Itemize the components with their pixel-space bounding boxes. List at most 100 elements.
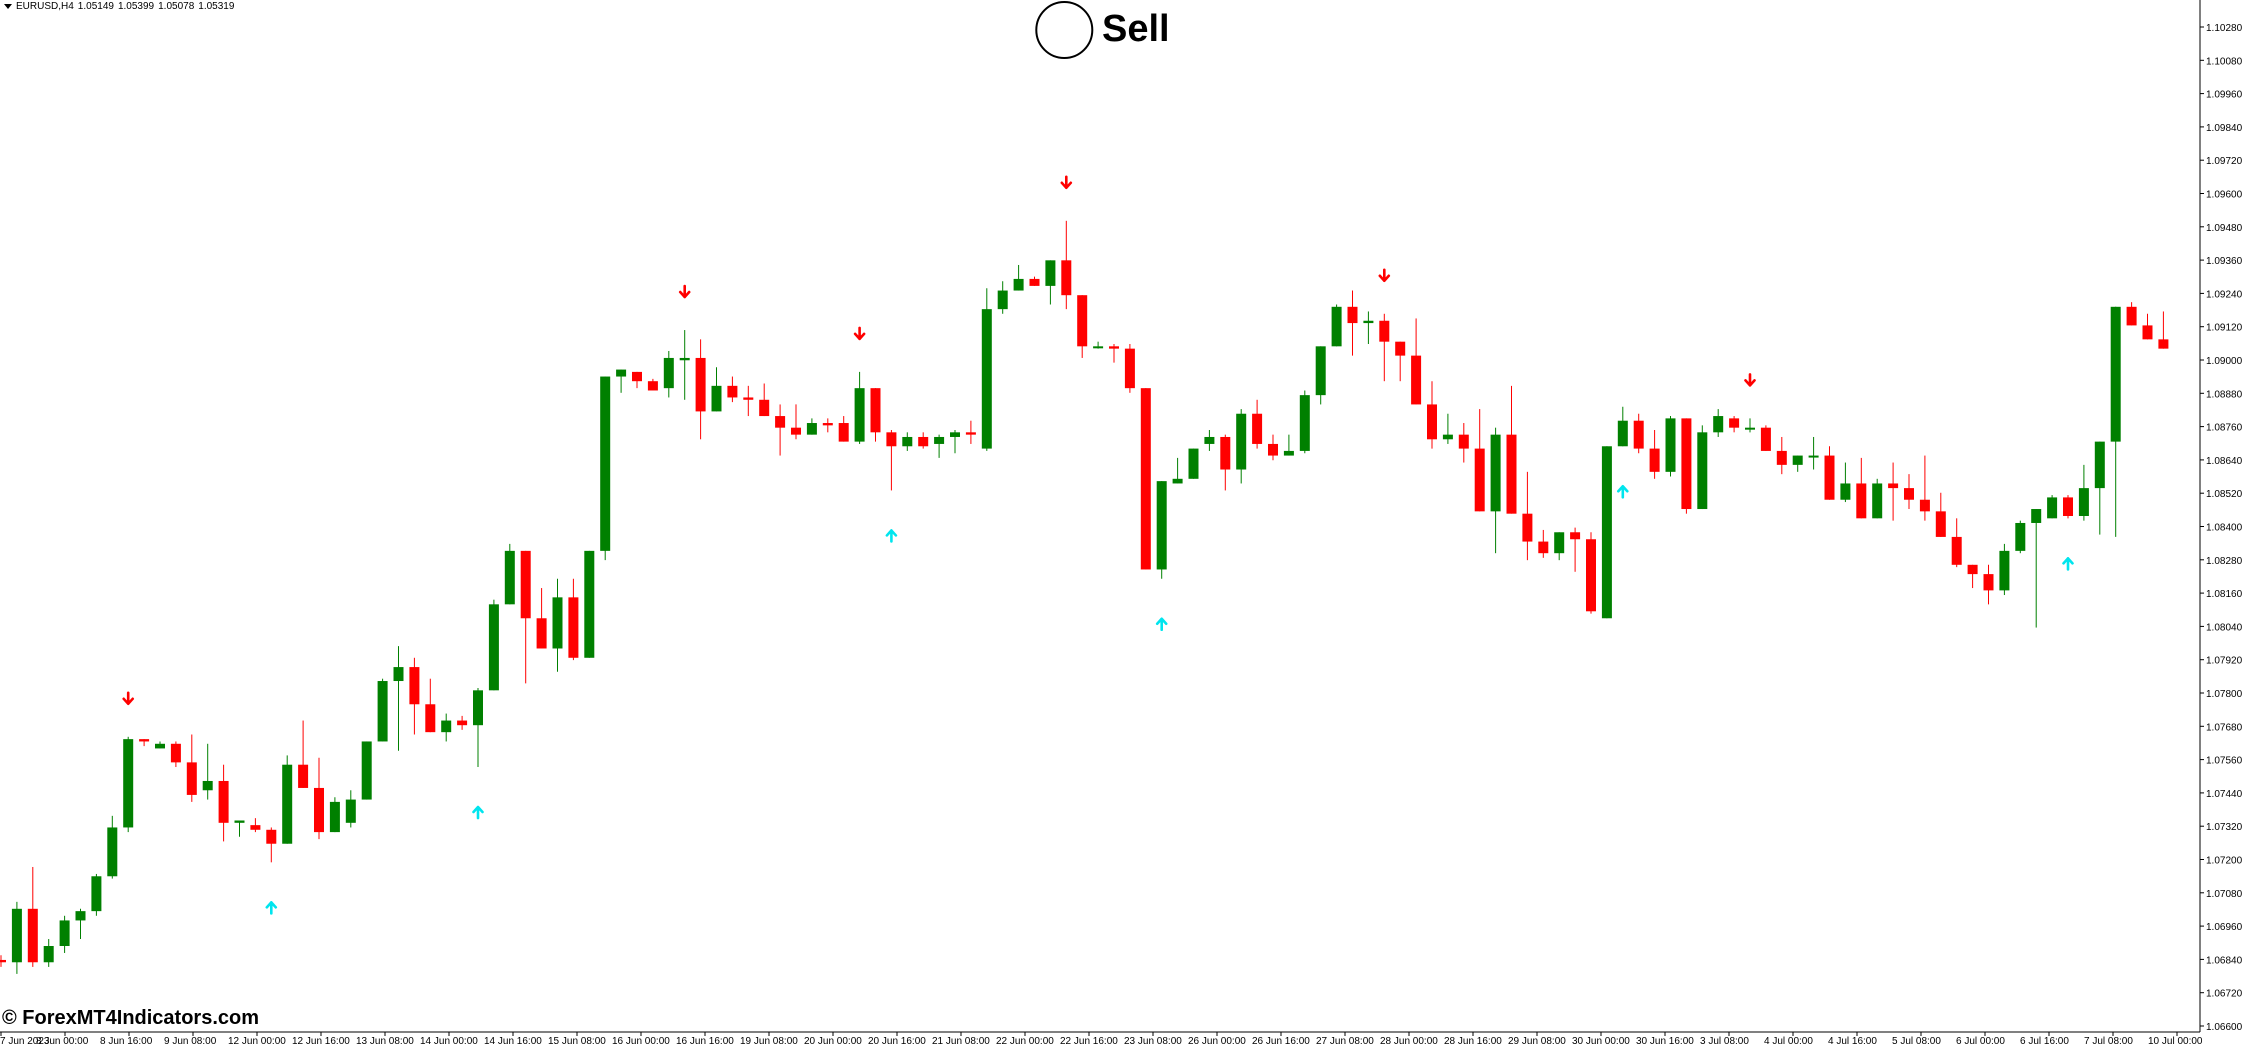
y-tick-label: 1.06600: [2206, 1022, 2243, 1033]
candle: [950, 430, 960, 454]
candle: [584, 550, 595, 658]
candle-body: [377, 681, 388, 742]
candle-body: [1268, 443, 1278, 456]
candle: [1379, 313, 1390, 382]
candle: [1967, 564, 1978, 589]
candle: [314, 757, 324, 840]
candle-body: [0, 959, 6, 963]
candle: [2110, 306, 2121, 537]
candle: [632, 371, 642, 389]
candle-body: [1919, 499, 1930, 512]
candle-body: [139, 739, 150, 742]
candle-body: [91, 876, 102, 912]
candle: [473, 688, 483, 768]
candle-body: [361, 741, 372, 800]
candle: [1856, 457, 1867, 519]
candle: [1999, 543, 2010, 596]
y-tick-label: 1.06960: [2206, 922, 2243, 933]
y-tick-label: 1.09720: [2206, 156, 2243, 167]
candle-body: [282, 764, 293, 844]
candle: [2142, 313, 2153, 340]
sell-arrow-icon: [122, 691, 134, 706]
candle-body: [1601, 446, 1612, 619]
buy-arrow-icon: [2062, 557, 2074, 571]
candle: [918, 432, 929, 449]
y-tick-label: 1.06720: [2206, 989, 2243, 1000]
x-tick-label: 22 Jun 00:00: [996, 1036, 1054, 1046]
candle-body: [1999, 550, 2010, 591]
candle: [1474, 409, 1485, 512]
candle-body: [2094, 441, 2105, 489]
x-tick-label: 20 Jun 16:00: [868, 1036, 926, 1046]
candle: [663, 350, 674, 398]
candle: [902, 432, 913, 451]
y-tick-label: 1.06840: [2206, 955, 2243, 966]
x-tick-label: 23 Jun 08:00: [1124, 1036, 1182, 1046]
candle: [1061, 220, 1072, 310]
candle: [1681, 418, 1692, 514]
candle-body: [791, 427, 801, 435]
candle: [2015, 520, 2026, 554]
candle: [266, 827, 277, 863]
y-tick-label: 1.09840: [2206, 123, 2243, 134]
candle: [1427, 381, 1437, 449]
candle: [441, 713, 452, 742]
candle-body: [1109, 346, 1119, 349]
candle: [1586, 532, 1596, 614]
candle-body: [1983, 574, 1994, 591]
y-tick-label: 1.08400: [2206, 523, 2243, 534]
x-tick-label: 8 Jun 00:00: [36, 1036, 89, 1046]
candle-body: [1697, 432, 1708, 510]
candle: [1713, 409, 1724, 437]
buy-arrow-icon: [265, 901, 278, 915]
candle-body: [568, 597, 579, 658]
watermark: © ForexMT4Indicators.com: [2, 1007, 260, 1029]
y-tick-label: 1.09600: [2206, 190, 2243, 201]
candle: [1951, 518, 1962, 568]
candle-body: [1172, 478, 1183, 484]
candle: [552, 578, 563, 672]
candle-body: [329, 801, 340, 833]
candle-body: [393, 667, 404, 682]
candle-body: [345, 799, 356, 823]
candle: [1840, 462, 1851, 503]
x-tick-label: 30 Jun 16:00: [1636, 1036, 1694, 1046]
x-tick-label: 16 Jun 16:00: [676, 1036, 734, 1046]
candle-body: [902, 436, 913, 447]
candle-body: [1077, 295, 1088, 347]
candle-body: [1745, 427, 1755, 430]
candle: [2031, 509, 2042, 628]
candle-body: [1967, 564, 1978, 575]
candle: [1204, 430, 1215, 451]
y-tick-label: 1.07200: [2206, 856, 2243, 867]
candle-body: [663, 357, 674, 389]
candle: [647, 378, 658, 391]
x-tick-label: 20 Jun 00:00: [804, 1036, 862, 1046]
candle-body: [886, 432, 897, 447]
candle: [1935, 492, 1946, 537]
y-tick-label: 1.07920: [2206, 656, 2243, 667]
candle: [361, 741, 372, 800]
y-tick-label: 1.08280: [2206, 556, 2243, 567]
dropdown-triangle-icon[interactable]: [4, 3, 12, 9]
candle-body: [59, 920, 70, 946]
candle: [457, 715, 468, 730]
candle: [2047, 495, 2058, 519]
candle: [1665, 416, 1676, 477]
x-tick-label: 22 Jun 16:00: [1060, 1036, 1118, 1046]
candle: [997, 281, 1008, 314]
candle: [1729, 416, 1740, 433]
candle-body: [854, 388, 865, 442]
candle: [1299, 390, 1310, 454]
candle-body: [1856, 483, 1867, 519]
candle-body: [1363, 320, 1374, 324]
y-tick-label: 1.08160: [2206, 589, 2243, 600]
candle-body: [1522, 513, 1533, 542]
candle-body: [536, 618, 547, 649]
candle-body: [727, 385, 738, 398]
candle: [616, 369, 627, 393]
candle: [727, 376, 738, 403]
y-tick-label: 1.07800: [2206, 689, 2243, 700]
candle-body: [2015, 522, 2026, 551]
candle: [345, 790, 356, 828]
